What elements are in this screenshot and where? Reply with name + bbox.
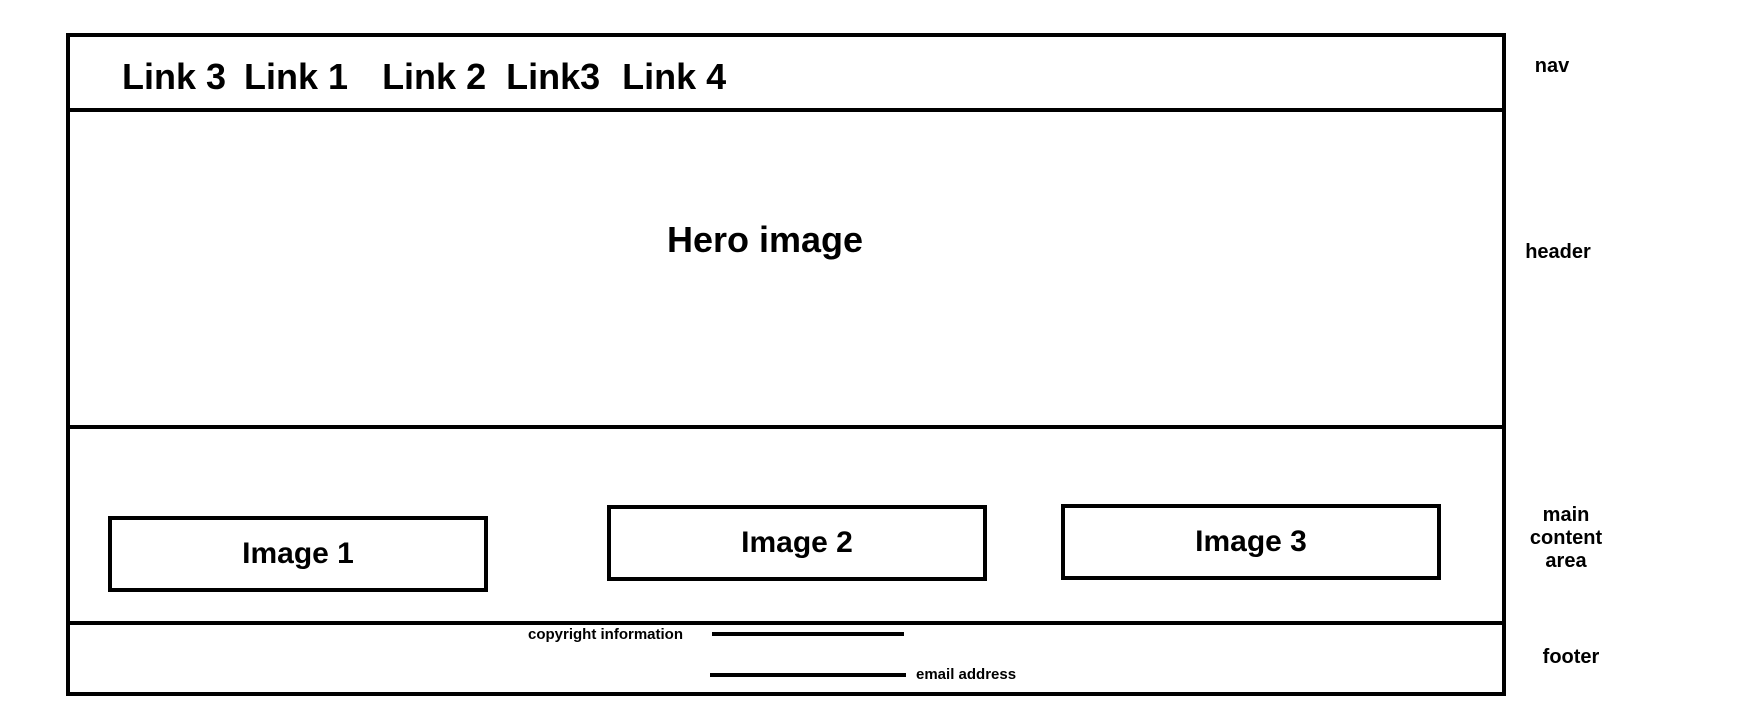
side-label-main: main content area <box>1529 504 1603 572</box>
wireframe-outline <box>66 33 1506 696</box>
hero-image-label: Hero image <box>666 219 864 260</box>
header-divider <box>66 425 1506 429</box>
email-line <box>710 673 906 677</box>
nav-link-4[interactable]: Link 4 <box>622 56 727 97</box>
main-divider <box>66 621 1506 625</box>
image-3-box: Image 3 <box>1061 504 1441 580</box>
copyright-line <box>712 632 904 636</box>
nav-bar: Link 3 Link 1 Link 2 Link3 Link 4 <box>122 52 726 102</box>
nav-link-3b[interactable]: Link3 <box>506 56 601 97</box>
image-2-box: Image 2 <box>607 505 987 581</box>
nav-divider <box>66 108 1506 112</box>
nav-link-3[interactable]: Link 3 <box>122 56 227 97</box>
email-label: email address <box>916 666 1017 683</box>
nav-link-2[interactable]: Link 2 <box>382 56 487 97</box>
side-label-header: header <box>1525 241 1591 263</box>
side-label-footer: footer <box>1542 646 1600 668</box>
image-1-box: Image 1 <box>108 516 488 592</box>
copyright-label: copyright information <box>528 626 683 643</box>
side-label-nav: nav <box>1534 55 1570 77</box>
nav-link-1[interactable]: Link 1 <box>244 56 349 97</box>
